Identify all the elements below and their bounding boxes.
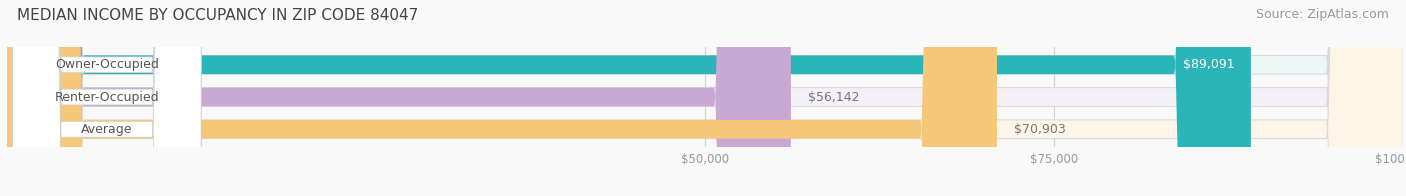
FancyBboxPatch shape bbox=[7, 0, 997, 196]
Text: Renter-Occupied: Renter-Occupied bbox=[55, 91, 159, 103]
FancyBboxPatch shape bbox=[7, 0, 790, 196]
FancyBboxPatch shape bbox=[13, 0, 201, 196]
FancyBboxPatch shape bbox=[13, 0, 201, 196]
Text: MEDIAN INCOME BY OCCUPANCY IN ZIP CODE 84047: MEDIAN INCOME BY OCCUPANCY IN ZIP CODE 8… bbox=[17, 8, 418, 23]
FancyBboxPatch shape bbox=[13, 0, 201, 196]
FancyBboxPatch shape bbox=[7, 0, 1403, 196]
Text: Owner-Occupied: Owner-Occupied bbox=[55, 58, 159, 71]
Text: Source: ZipAtlas.com: Source: ZipAtlas.com bbox=[1256, 8, 1389, 21]
Text: $89,091: $89,091 bbox=[1182, 58, 1234, 71]
FancyBboxPatch shape bbox=[7, 0, 1251, 196]
FancyBboxPatch shape bbox=[7, 0, 1403, 196]
Text: Average: Average bbox=[82, 123, 132, 136]
Text: $70,903: $70,903 bbox=[1014, 123, 1066, 136]
Text: $56,142: $56,142 bbox=[807, 91, 859, 103]
FancyBboxPatch shape bbox=[7, 0, 1403, 196]
